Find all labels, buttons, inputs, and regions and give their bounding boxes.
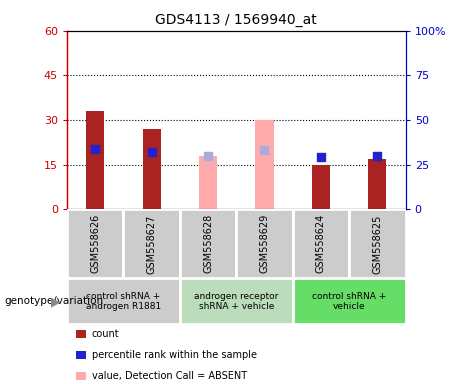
Bar — [349, 209, 406, 278]
Point — [261, 147, 268, 154]
Text: GSM558627: GSM558627 — [147, 214, 157, 273]
Bar — [123, 209, 180, 278]
Bar — [67, 209, 123, 278]
Text: GSM558629: GSM558629 — [260, 214, 270, 273]
Text: GSM558624: GSM558624 — [316, 214, 326, 273]
Bar — [293, 209, 349, 278]
Bar — [199, 156, 217, 209]
Text: count: count — [92, 329, 119, 339]
Bar — [312, 165, 330, 209]
Text: GSM558628: GSM558628 — [203, 214, 213, 273]
Point — [91, 146, 99, 152]
Bar — [180, 209, 236, 278]
Bar — [293, 278, 406, 324]
Bar — [86, 111, 104, 209]
Text: control shRNA +
vehicle: control shRNA + vehicle — [312, 292, 386, 311]
Text: GSM558625: GSM558625 — [372, 214, 383, 273]
Point — [148, 149, 155, 155]
Text: androgen receptor
shRNA + vehicle: androgen receptor shRNA + vehicle — [194, 292, 278, 311]
Point — [374, 153, 381, 159]
Bar — [236, 209, 293, 278]
Text: GSM558626: GSM558626 — [90, 214, 100, 273]
Bar — [142, 129, 160, 209]
Bar — [368, 159, 386, 209]
Title: GDS4113 / 1569940_at: GDS4113 / 1569940_at — [155, 13, 317, 27]
Text: value, Detection Call = ABSENT: value, Detection Call = ABSENT — [92, 371, 247, 381]
Text: genotype/variation: genotype/variation — [5, 296, 104, 306]
Text: control shRNA +
androgen R1881: control shRNA + androgen R1881 — [86, 292, 161, 311]
Bar — [255, 120, 273, 209]
Bar — [180, 278, 293, 324]
Text: percentile rank within the sample: percentile rank within the sample — [92, 350, 257, 360]
Point — [317, 154, 325, 161]
Point — [204, 153, 212, 159]
Bar — [67, 278, 180, 324]
Text: ▶: ▶ — [51, 295, 60, 308]
